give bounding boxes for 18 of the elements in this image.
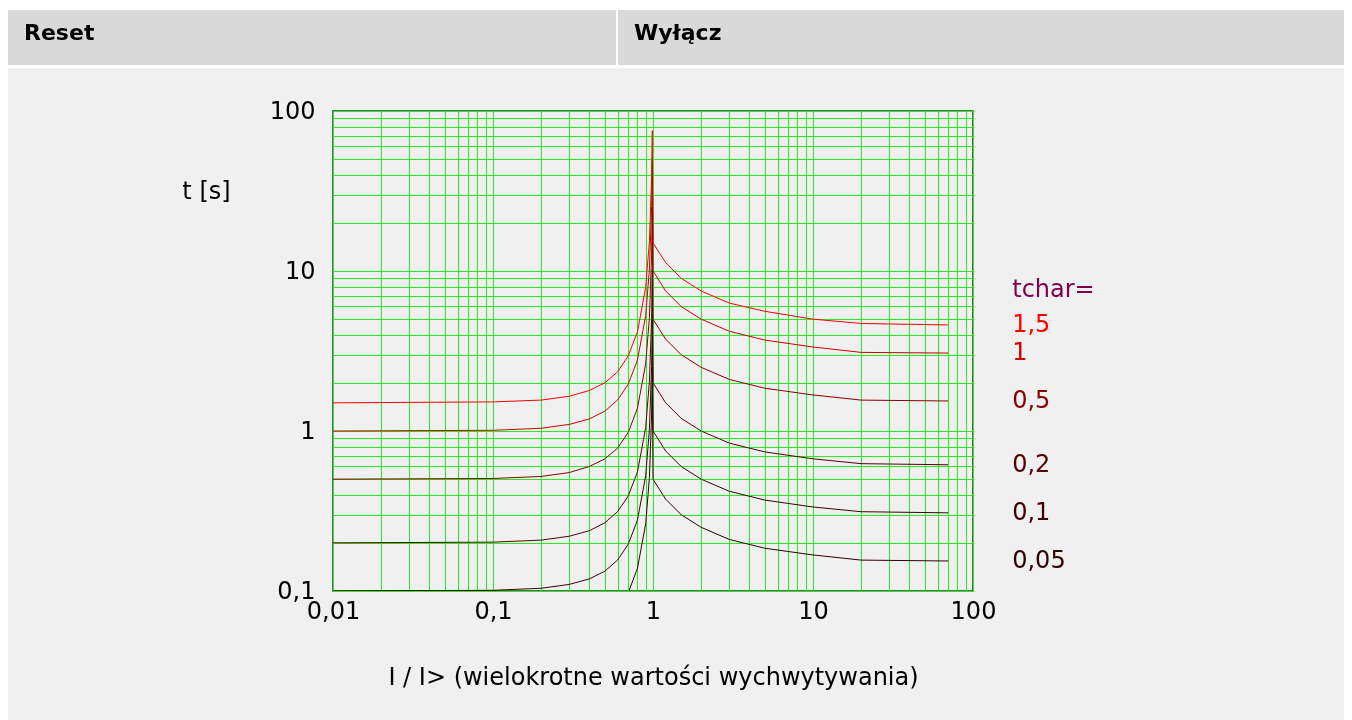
text: Wyłącz <box>618 10 1344 65</box>
text: 0,2 <box>1012 449 1051 478</box>
x-tick-label: 1 <box>645 596 662 625</box>
x-tick-label: 100 <box>950 596 997 625</box>
text: 1 <box>1012 338 1028 367</box>
x-tick-label: 0,1 <box>474 596 513 625</box>
y-tick-label: 1 <box>300 416 316 445</box>
text: 0,05 <box>1012 546 1066 574</box>
text: Reset <box>8 10 616 65</box>
text: 0,1 <box>1012 497 1051 526</box>
legend-title: tchar= <box>1012 274 1095 303</box>
text: 0,5 <box>1012 386 1051 414</box>
x-tick-label: 10 <box>798 596 829 625</box>
y-tick-label: 10 <box>284 256 316 285</box>
y-tick-label: 100 <box>269 96 316 125</box>
x-axis-title: I / I> (wielokrotne wartości wychwytywania) <box>388 662 919 691</box>
text: 1,5 <box>1012 309 1051 338</box>
y-axis-title: t [s] <box>182 176 231 205</box>
